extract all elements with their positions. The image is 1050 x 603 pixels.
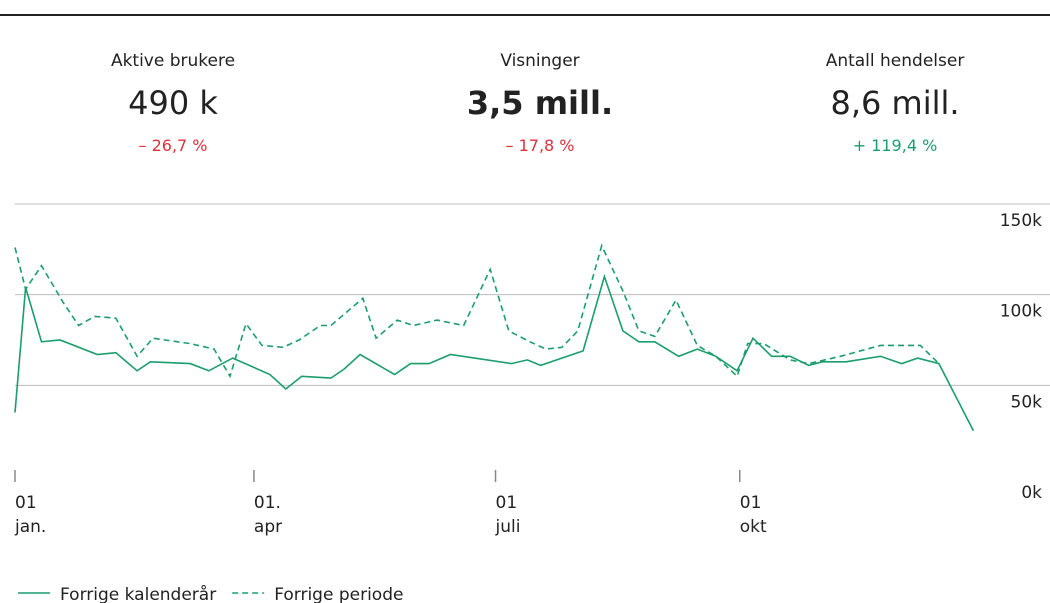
line-series bbox=[14, 243, 940, 379]
kpi-label: Aktive brukere bbox=[111, 51, 235, 71]
kpi-change: – 17,8 % bbox=[506, 136, 575, 155]
kpi-label: Visninger bbox=[500, 51, 579, 71]
legend-label: Forrige kalenderår bbox=[60, 584, 216, 603]
y-tick-label: 50k bbox=[1011, 392, 1043, 412]
x-tick-label: 01 juli bbox=[495, 493, 521, 537]
kpi-change: – 26,7 % bbox=[139, 136, 208, 155]
line-series bbox=[14, 273, 975, 432]
kpi-value: 8,6 mill. bbox=[830, 84, 959, 122]
kpi-change: + 119,4 % bbox=[853, 136, 938, 155]
kpi-label: Antall hendelser bbox=[826, 51, 965, 71]
y-tick-label: 150k bbox=[1000, 211, 1042, 231]
kpi-value: 490 k bbox=[128, 84, 218, 122]
legend-label: Forrige periode bbox=[274, 585, 403, 603]
x-tick-label: 01 jan. bbox=[14, 493, 46, 537]
y-tick-label: 100k bbox=[1000, 302, 1042, 322]
y-tick-label: 0k bbox=[1021, 483, 1042, 503]
x-tick-label: 01 okt bbox=[740, 493, 767, 537]
kpi-value: 3,5 mill. bbox=[467, 84, 613, 122]
x-tick-label: 01. apr bbox=[254, 493, 282, 537]
